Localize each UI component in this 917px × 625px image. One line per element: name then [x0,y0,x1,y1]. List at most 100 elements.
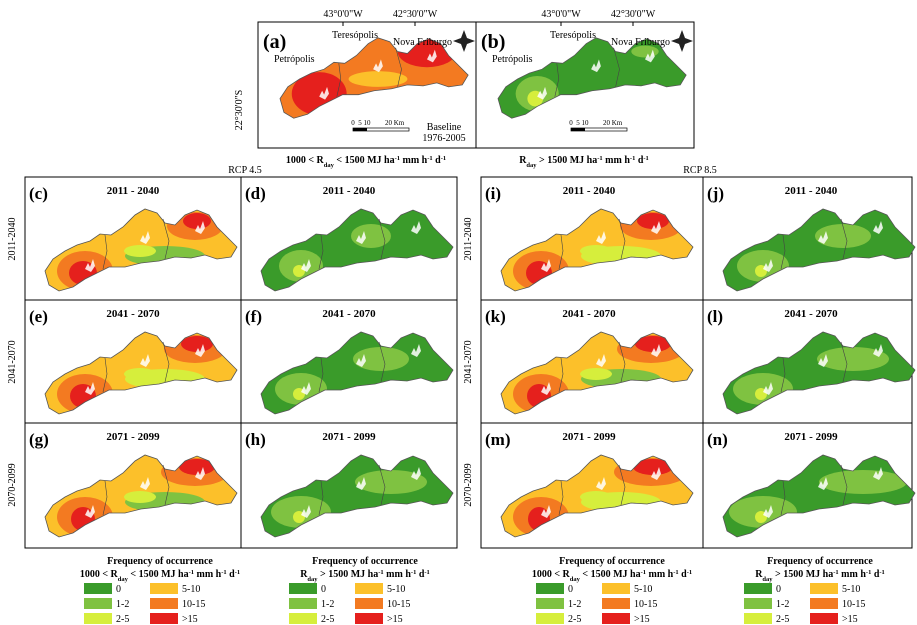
map-outline [722,208,916,292]
text-segment: < 1500 MJ ha [128,569,189,580]
map-outline [44,208,238,292]
note: Baseline [427,122,462,133]
map [44,454,238,538]
panel-period: 2041 - 2070 [106,308,160,320]
text-segment: d [635,155,644,166]
legend-subtitle: 1000 < Rday < 1500 MJ ha-1 mm h-1 d-1 [80,569,240,583]
place-label: Teresópolis [332,30,378,41]
map-outline [500,331,694,415]
urban-area [411,467,421,480]
scale-label: 0 [569,119,573,127]
place-label: Petrópolis [274,54,315,65]
legend-swatch [355,583,383,594]
map [722,331,916,415]
legend-swatch [602,613,630,624]
legend-swatch [289,613,317,624]
text-segment: -1 [866,569,871,576]
urban-area [818,477,828,490]
panel-period: 2071 - 2099 [562,431,616,443]
text-segment: mm h [194,569,222,580]
text-segment: -1 [643,155,648,162]
map-outline [44,454,238,538]
map-outline [260,454,454,538]
map-zone [124,245,156,257]
panel-letter: (j) [707,184,724,203]
scenario-label: RCP 8.5 [683,165,717,176]
legend-label: 5-10 [842,584,860,595]
row-label: 2011-2040 [463,218,474,261]
legend-label: 0 [568,584,573,595]
text-segment: d [679,569,688,580]
legend-label: 1-2 [568,599,581,610]
text-segment: R [755,569,763,580]
text-segment: mm h [400,155,428,166]
panel-letter: (l) [707,307,723,326]
panel-letter: (e) [29,307,48,326]
legend-swatch [355,598,383,609]
text-segment: day [762,576,773,583]
row-label: 2041-2070 [463,340,474,383]
urban-area [356,354,366,367]
place-label: Petrópolis [492,54,533,65]
legend-swatch [150,613,178,624]
text-segment: > 1500 MJ ha [537,155,598,166]
panel-letter: (h) [245,430,266,449]
text-segment: d [227,569,236,580]
panel-letter: (k) [485,307,506,326]
urban-area [85,259,95,272]
row-label: 2041-2070 [7,340,18,383]
legend-title: Frequency of occurrence [559,556,665,567]
panel-letter: (c) [29,184,48,203]
legend-swatch [289,598,317,609]
urban-area [873,344,883,357]
urban-area [195,344,205,357]
urban-area [596,231,606,244]
legend-swatch [289,583,317,594]
urban-area [541,259,551,272]
text-segment: -1 [879,569,884,576]
legend-swatch [744,583,772,594]
legend-swatch [744,598,772,609]
urban-area [873,221,883,234]
legend-swatch [536,613,564,624]
text-segment: day [324,162,335,169]
map-zone [181,336,213,352]
text-segment: 1000 < R [80,569,119,580]
urban-area [651,221,661,234]
lon-label: 43°0'0"W [541,9,581,20]
map-zone [580,368,612,380]
text-segment: -1 [673,569,678,576]
map-zone [353,347,409,371]
panel-letter: (i) [485,184,501,203]
legend-swatch [810,583,838,594]
legend-label: 5-10 [387,584,405,595]
municipal-border [318,341,386,393]
legend-swatch [150,598,178,609]
legend-title: Frequency of occurrence [312,556,418,567]
legend-swatch [84,583,112,594]
urban-area [140,354,150,367]
text-segment: -1 [630,155,635,162]
urban-area [85,505,95,518]
legend-swatch [536,598,564,609]
scale-bar [571,128,585,131]
legend-swatch [84,613,112,624]
urban-area [319,86,329,100]
text-segment: d [416,569,425,580]
map-zone [633,459,673,475]
urban-area [140,231,150,244]
map-outline [722,454,916,538]
urban-area [763,505,773,518]
map-zone [351,224,391,248]
scale-label: 10 [582,119,590,127]
legend-label: 1-2 [321,599,334,610]
legend-label: 0 [776,584,781,595]
urban-area [596,354,606,367]
municipal-border [558,464,626,516]
north-arrow [671,30,693,52]
text-segment: day [307,576,318,583]
panel-letter: (m) [485,430,510,449]
urban-area [651,467,661,480]
text-segment: -1 [395,155,400,162]
